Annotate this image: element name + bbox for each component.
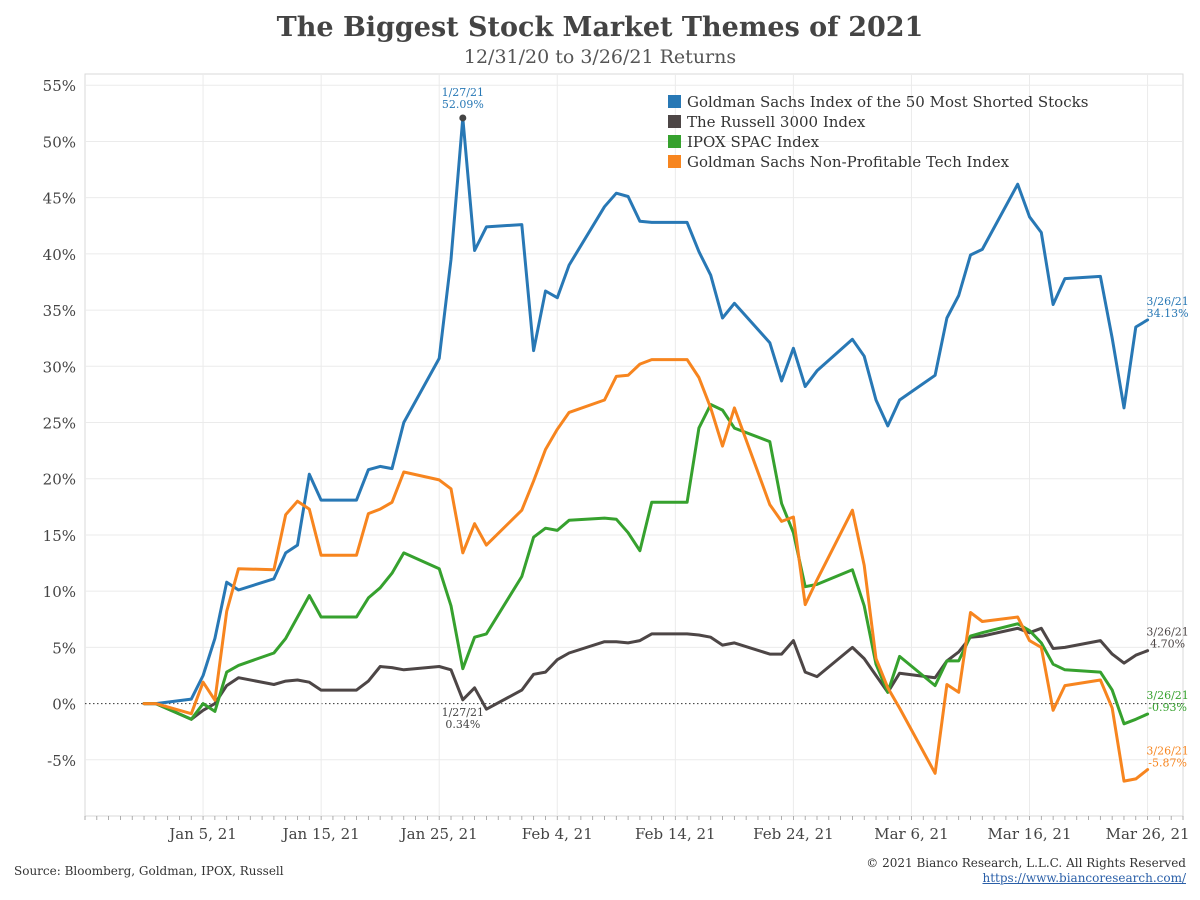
series-line-2: [142, 403, 1150, 726]
annotation-date: 1/27/21: [442, 706, 484, 719]
x-tick-label: Mar 16, 21: [988, 825, 1072, 843]
annotation-value: 0.34%: [445, 718, 480, 731]
series-line-3: [142, 358, 1150, 783]
y-tick-label: -5%: [47, 752, 76, 770]
y-tick-label: 5%: [52, 639, 76, 657]
y-tick-label: 55%: [43, 77, 76, 95]
legend-swatch: [668, 115, 681, 128]
y-tick-label: 40%: [43, 246, 76, 264]
y-tick-label: 20%: [43, 471, 76, 489]
legend-label: Goldman Sachs Index of the 50 Most Short…: [687, 93, 1088, 111]
annotation-value: -0.93%: [1148, 701, 1187, 714]
plot-frame: [84, 73, 1184, 817]
y-tick-label: 25%: [43, 415, 76, 433]
annotation-value: 34.13%: [1147, 307, 1189, 320]
legend-swatch: [668, 155, 681, 168]
x-tick-label: Feb 4, 21: [522, 825, 593, 843]
website-link[interactable]: https://www.biancoresearch.com/: [982, 871, 1186, 885]
annotation-date: 3/26/21: [1146, 295, 1188, 308]
annotation-value: 52.09%: [442, 98, 484, 111]
grid: [84, 73, 1184, 817]
x-tick-label: Jan 15, 21: [281, 825, 360, 843]
x-tick-label: Mar 6, 21: [874, 825, 948, 843]
annotation-value: -5.87%: [1148, 757, 1187, 770]
legend-label: IPOX SPAC Index: [687, 133, 820, 151]
annotation-date: 3/26/21: [1146, 745, 1188, 758]
y-tick-label: 35%: [43, 302, 76, 320]
y-tick-label: 45%: [43, 190, 76, 208]
copyright-note: © 2021 Bianco Research, L.L.C. All Right…: [866, 856, 1186, 870]
legend: Goldman Sachs Index of the 50 Most Short…: [668, 93, 1088, 171]
series-line-0: [142, 116, 1150, 706]
x-tick-label: Jan 5, 21: [167, 825, 237, 843]
x-tick-label: Feb 14, 21: [635, 825, 716, 843]
annotation-date: 3/26/21: [1146, 689, 1188, 702]
x-tick-label: Jan 25, 21: [399, 825, 478, 843]
y-tick-label: 15%: [43, 527, 76, 545]
annotations: 1/27/2152.09%1/27/210.34%3/26/2134.13%3/…: [442, 86, 1189, 770]
axes: -5% 0% 5% 10% 15% 20% 25% 30% 35% 40% 45% 50% 55% Jan…: [43, 77, 1190, 843]
source-note: Source: Bloomberg, Goldman, IPOX, Russel…: [14, 864, 284, 878]
annotation-value: 4.70%: [1150, 638, 1185, 651]
x-tick-label: Mar 26, 21: [1106, 825, 1190, 843]
y-tick-label: 0%: [52, 696, 76, 714]
series-lines: [142, 116, 1150, 783]
legend-label: The Russell 3000 Index: [687, 113, 866, 131]
annotation-date: 3/26/21: [1146, 626, 1188, 639]
legend-swatch: [668, 95, 681, 108]
chart-subtitle: 12/31/20 to 3/26/21 Returns: [463, 46, 737, 68]
legend-label: Goldman Sachs Non-Profitable Tech Index: [687, 153, 1010, 171]
y-tick-label: 30%: [43, 358, 76, 376]
y-tick-label: 10%: [43, 583, 76, 601]
x-tick-label: Feb 24, 21: [753, 825, 834, 843]
chart-title: The Biggest Stock Market Themes of 2021: [276, 12, 924, 43]
y-tick-label: 50%: [43, 133, 76, 151]
series-line-1: [142, 626, 1150, 721]
annotation-date: 1/27/21: [442, 86, 484, 99]
legend-swatch: [668, 135, 681, 148]
annotation-marker: [459, 114, 467, 122]
